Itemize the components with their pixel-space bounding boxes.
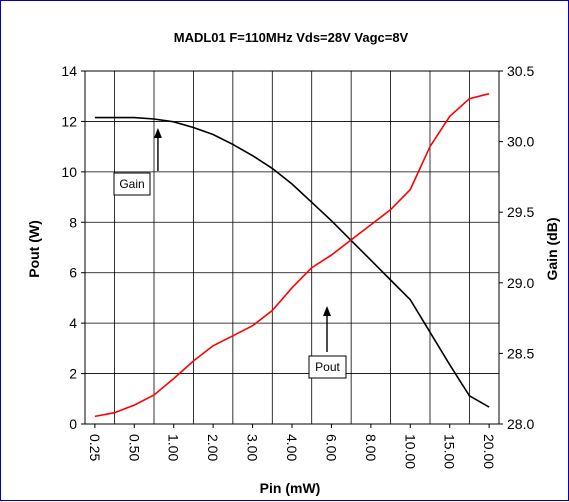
x-tick-label: 0.25 xyxy=(87,434,103,461)
left-tick-label: 8 xyxy=(69,214,77,230)
right-tick-label: 30.0 xyxy=(507,134,534,150)
grid xyxy=(85,71,499,424)
annotation-arrow-head xyxy=(323,306,331,316)
x-tick-label: 3.00 xyxy=(245,434,261,461)
annotation-box xyxy=(308,355,347,379)
annotation-box xyxy=(113,172,151,196)
annotation-gain: Gain xyxy=(113,128,162,196)
right-axis: 28.0 28.5 29.0 29.5 30.0 30.5 xyxy=(499,63,534,432)
x-tick-label: 6.00 xyxy=(323,434,339,461)
x-axis: 0.25 0.50 1.00 2.00 3.00 4.00 6.00 8.00 10.00 15.… xyxy=(87,424,497,469)
annotation-pout: Pout xyxy=(308,306,347,379)
left-tick-label: 6 xyxy=(69,265,77,281)
left-tick-label: 12 xyxy=(61,113,77,129)
chart-title: MADL01 F=110MHz Vds=28V Vagc=8V xyxy=(174,30,409,45)
left-tick-label: 2 xyxy=(69,366,77,382)
y-axis-label-right: Gain (dB) xyxy=(544,218,560,281)
x-tick-label: 1.00 xyxy=(166,434,182,461)
right-tick-label: 29.5 xyxy=(507,204,534,220)
right-tick-label: 28.0 xyxy=(507,416,534,432)
x-tick-label: 8.00 xyxy=(363,434,379,461)
left-tick-label: 14 xyxy=(61,63,77,79)
x-tick-label: 4.00 xyxy=(284,434,300,461)
x-axis-label: Pin (mW) xyxy=(260,480,321,496)
y-axis-label-left: Pout (W) xyxy=(26,220,42,278)
annotation-label: Pout xyxy=(315,360,340,374)
right-tick-label: 28.5 xyxy=(507,345,534,361)
x-tick-label: 2.00 xyxy=(205,434,221,461)
left-tick-label: 10 xyxy=(61,164,77,180)
x-tick-label: 10.00 xyxy=(402,434,418,469)
annotation-label: Gain xyxy=(119,177,144,191)
right-tick-label: 29.0 xyxy=(507,275,534,291)
series-line-gain xyxy=(94,116,490,408)
left-tick-label: 4 xyxy=(69,315,77,331)
series-group xyxy=(94,92,490,418)
right-tick-label: 30.5 xyxy=(507,63,534,79)
x-tick-label: 20.00 xyxy=(481,434,497,469)
plot-area xyxy=(84,70,500,425)
left-axis: 0 2 4 6 8 10 12 14 xyxy=(61,63,85,432)
x-tick-label: 15.00 xyxy=(442,434,458,469)
series-line-pout xyxy=(94,92,490,418)
annotation-arrow-head xyxy=(153,128,162,138)
left-tick-label: 0 xyxy=(69,416,77,432)
x-tick-label: 0.50 xyxy=(126,434,142,461)
annotations: Gain Pout xyxy=(113,128,347,379)
